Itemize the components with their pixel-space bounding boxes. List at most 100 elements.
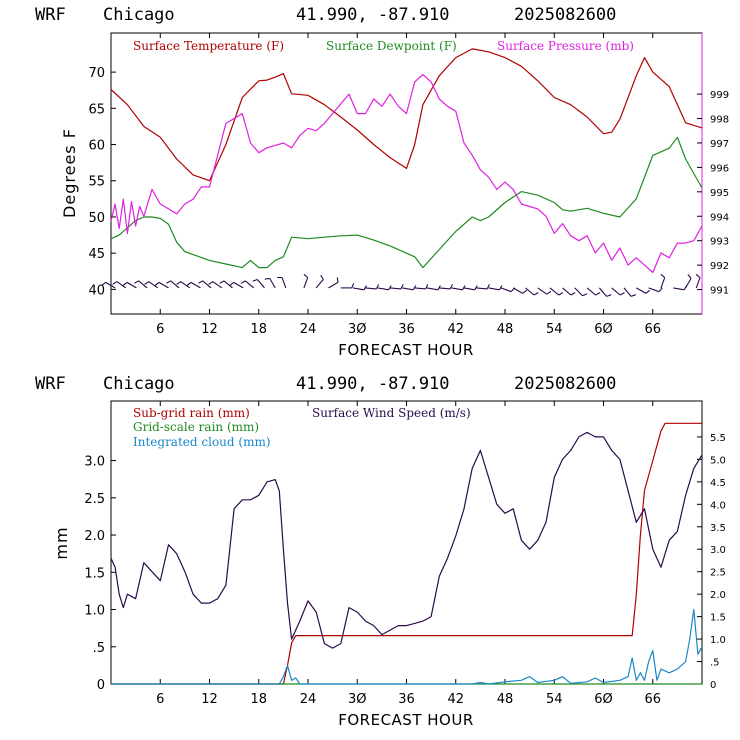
wind-barb (252, 278, 265, 289)
top-series-surface-pressure-mb (110, 73, 703, 274)
top-panel: WRF Chicago 41.990, -87.910 2025082600 6… (35, 5, 729, 359)
wind-barb (122, 281, 137, 289)
x-tick-label: 24 (300, 322, 317, 337)
wind-barb (186, 281, 201, 289)
x-tick-label: 12 (201, 322, 218, 337)
top-y2-ticks: 991 992 993 994 995 996 997 998 999 (697, 90, 729, 297)
y-tick-label: 3.0 (84, 455, 105, 470)
y-tick-label: 1.0 (84, 604, 105, 619)
y-tick-label: 70 (88, 66, 105, 81)
wind-barb (488, 285, 503, 291)
y2-tick-label: 2.0 (710, 590, 726, 601)
wind-barb (176, 281, 191, 289)
x-tick-label: 18 (250, 322, 267, 337)
top-series-surface-dewpoint-f (110, 136, 703, 269)
top-coords-label: 41.990, -87.910 (296, 5, 450, 25)
wind-barb (101, 281, 116, 289)
wind-barb (574, 287, 588, 297)
y2-tick-label: 1.0 (710, 635, 726, 646)
legend-surface-wind-speed: Surface Wind Speed (m/s) (312, 406, 471, 420)
y2-tick-label: 992 (710, 261, 729, 272)
top-y-ticks: 40 45 50 55 60 65 70 (88, 66, 116, 298)
y-tick-label: 65 (88, 102, 105, 117)
top-run-label: 2025082600 (514, 5, 616, 25)
bottom-location-label: Chicago (103, 374, 175, 394)
wind-barb (315, 274, 324, 289)
legend-surface-pressure: Surface Pressure (mb) (497, 39, 634, 53)
y2-tick-label: 1.5 (710, 613, 726, 624)
wind-barb (219, 280, 233, 289)
y-tick-label: 40 (88, 283, 105, 298)
wind-barb (365, 284, 380, 290)
y2-tick-label: 2.5 (710, 568, 726, 579)
y2-tick-label: 997 (710, 139, 729, 150)
wind-barb (611, 287, 625, 296)
wind-barb (451, 285, 466, 291)
wind-barb (303, 273, 309, 289)
wind-barb (586, 287, 601, 296)
bottom-model-label: WRF (35, 374, 66, 394)
legend-surface-dewpoint: Surface Dewpoint (F) (326, 39, 457, 53)
bottom-series-surface-wind-speed-m-s (110, 431, 703, 649)
bottom-y-axis-title: mm (52, 526, 71, 559)
wind-barb (648, 287, 663, 293)
y2-tick-label: 4.5 (710, 478, 726, 489)
y2-tick-label: 991 (710, 286, 729, 297)
wind-barb (660, 273, 666, 289)
y2-tick-label: 5.5 (710, 433, 726, 444)
wind-barb (426, 285, 441, 291)
top-series-surface-temperature-f (110, 48, 703, 182)
top-plot-frame (110, 32, 703, 315)
x-tick-label: 66 (644, 322, 661, 337)
wind-barb (537, 287, 552, 295)
bottom-header: WRF Chicago 41.990, -87.910 2025082600 (35, 374, 616, 394)
wind-barb (439, 284, 453, 290)
legend-surface-temperature: Surface Temperature (F) (133, 39, 284, 53)
top-location-label: Chicago (103, 5, 175, 25)
bottom-run-label: 2025082600 (514, 374, 616, 394)
x-tick-label: 54 (546, 692, 563, 707)
x-tick-label: 66 (644, 692, 661, 707)
y-tick-label: .5 (93, 641, 105, 656)
wind-barb (328, 277, 339, 289)
top-legend: Surface Temperature (F) Surface Dewpoint… (133, 39, 634, 53)
bottom-coords-label: 41.990, -87.910 (296, 374, 450, 394)
wind-barb (695, 273, 701, 289)
wind-barb (166, 280, 180, 289)
y2-tick-label: 4.0 (710, 500, 726, 511)
top-header: WRF Chicago 41.990, -87.910 2025082600 (35, 5, 616, 25)
wind-barb (598, 287, 612, 297)
wind-barb (353, 285, 367, 291)
x-tick-label: 42 (447, 322, 464, 337)
wind-barb (340, 283, 355, 289)
x-tick-label: 6 (156, 322, 164, 337)
x-tick-label: 12 (201, 692, 218, 707)
wind-barb (377, 285, 392, 291)
x-tick-label: 6Ø (594, 692, 613, 707)
wind-barb (277, 276, 287, 289)
y-tick-label: 2.5 (84, 492, 105, 507)
bottom-series (110, 422, 703, 685)
wind-barb (112, 281, 127, 289)
y2-tick-label: 0 (710, 680, 716, 691)
x-tick-label: 48 (497, 692, 514, 707)
y2-tick-label: .5 (710, 658, 720, 669)
top-series (110, 48, 703, 274)
y2-tick-label: 993 (710, 237, 729, 248)
y-tick-label: 0 (97, 678, 105, 693)
x-tick-label: 36 (398, 692, 415, 707)
wind-barbs (101, 273, 701, 297)
wind-barb (636, 287, 651, 294)
bottom-x-axis-title: FORECAST HOUR (338, 711, 474, 729)
top-x-ticks: 6 12 18 24 3Ø 36 42 48 54 6Ø 66 (156, 33, 661, 337)
x-tick-label: 42 (447, 692, 464, 707)
y2-tick-label: 998 (710, 115, 729, 126)
legend-integrated-cloud: Integrated cloud (mm) (133, 435, 271, 449)
x-tick-label: 6 (156, 692, 164, 707)
bottom-series-sub-grid-rain-mm (111, 422, 702, 685)
y2-tick-label: 3.0 (710, 545, 726, 556)
wind-barb (229, 281, 244, 289)
bottom-panel: WRF Chicago 41.990, -87.910 2025082600 6… (35, 374, 726, 729)
wind-barb (525, 287, 539, 296)
wind-barb (154, 281, 169, 289)
